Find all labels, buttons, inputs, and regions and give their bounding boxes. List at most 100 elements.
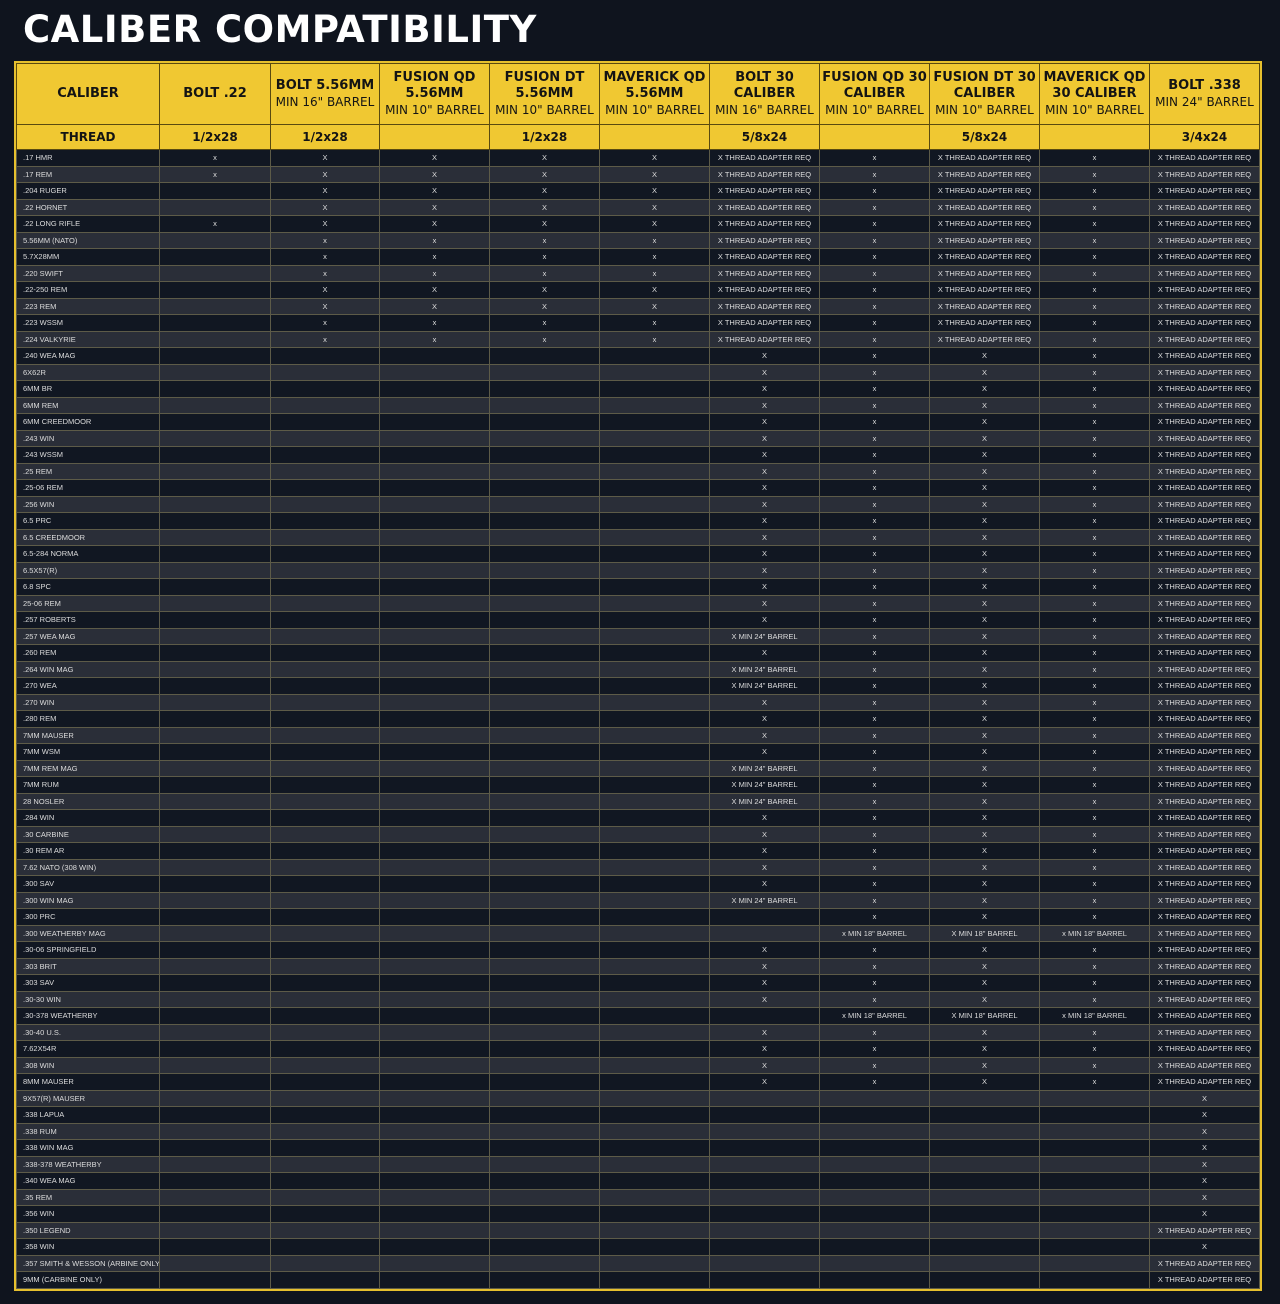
- column-header: FUSION DT 30 CALIBER MIN 10" BARREL: [929, 63, 1040, 125]
- compat-cell: x: [489, 248, 600, 266]
- compat-cell: X THREAD ADAPTER REQ: [709, 314, 820, 332]
- compat-cell: x: [379, 314, 490, 332]
- compat-cell: [599, 908, 710, 926]
- compat-cell: [599, 743, 710, 761]
- caliber-name: .22-250 REM: [16, 281, 160, 299]
- compat-cell: X THREAD ADAPTER REQ: [1149, 264, 1260, 282]
- compat-cell: X: [489, 297, 600, 315]
- compat-cell: [159, 924, 271, 942]
- compat-cell: [489, 1073, 600, 1091]
- compat-cell: [489, 924, 600, 942]
- caliber-name: .350 LEGEND: [16, 1221, 160, 1239]
- caliber-name: .30 REM AR: [16, 842, 160, 860]
- compat-cell: [159, 1122, 271, 1140]
- compat-cell: [379, 396, 490, 414]
- compat-cell: [489, 957, 600, 975]
- compat-cell: [379, 1238, 490, 1256]
- compat-cell: [929, 1172, 1040, 1190]
- compat-cell: [270, 891, 380, 909]
- compat-cell: x: [1039, 248, 1150, 266]
- compat-cell: X THREAD ADAPTER REQ: [1149, 396, 1260, 414]
- compat-cell: X: [599, 165, 710, 183]
- compat-cell: X THREAD ADAPTER REQ: [1149, 1007, 1260, 1025]
- compat-cell: X THREAD ADAPTER REQ: [709, 264, 820, 282]
- compat-cell: [599, 1122, 710, 1140]
- compat-cell: [1039, 1254, 1150, 1272]
- compat-cell: X THREAD ADAPTER REQ: [1149, 924, 1260, 942]
- compat-cell: X THREAD ADAPTER REQ: [1149, 974, 1260, 992]
- caliber-name: .300 PRC: [16, 908, 160, 926]
- compat-cell: X THREAD ADAPTER REQ: [1149, 413, 1260, 431]
- compat-cell: x: [819, 710, 930, 728]
- compat-cell: x: [270, 330, 380, 348]
- compat-cell: x: [1039, 198, 1150, 216]
- compat-cell: [270, 875, 380, 893]
- compat-cell: X: [929, 495, 1040, 513]
- compat-cell: [1039, 1089, 1150, 1107]
- compat-cell: x: [819, 512, 930, 530]
- column-header: FUSION QD 30 CALIBER MIN 10" BARREL: [819, 63, 930, 125]
- compat-cell: [599, 380, 710, 398]
- compat-cell: X: [929, 776, 1040, 794]
- compat-cell: X THREAD ADAPTER REQ: [1149, 198, 1260, 216]
- compat-cell: [159, 1106, 271, 1124]
- compat-cell: [159, 479, 271, 497]
- compat-cell: X MIN 24" BARREL: [709, 660, 820, 678]
- compat-cell: [270, 825, 380, 843]
- compat-cell: [379, 743, 490, 761]
- compat-cell: [159, 1089, 271, 1107]
- compat-cell: X THREAD ADAPTER REQ: [1149, 858, 1260, 876]
- compat-cell: [159, 825, 271, 843]
- compat-cell: x: [1039, 858, 1150, 876]
- compat-cell: x: [819, 198, 930, 216]
- compat-cell: [379, 644, 490, 662]
- compat-cell: [379, 908, 490, 926]
- compat-cell: [270, 957, 380, 975]
- compat-cell: [489, 446, 600, 464]
- compat-cell: x: [819, 149, 930, 167]
- compat-cell: x: [1039, 627, 1150, 645]
- caliber-name: .257 ROBERTS: [16, 611, 160, 629]
- compat-cell: X THREAD ADAPTER REQ: [1149, 545, 1260, 563]
- compat-cell: X: [709, 1040, 820, 1058]
- compat-cell: [159, 264, 271, 282]
- compat-cell: [709, 1271, 820, 1289]
- compat-cell: [159, 1254, 271, 1272]
- compat-cell: X: [709, 693, 820, 711]
- compat-cell: [599, 528, 710, 546]
- compat-cell: X: [1149, 1188, 1260, 1206]
- compat-cell: x: [379, 248, 490, 266]
- compat-cell: [819, 1122, 930, 1140]
- table-row: .204 RUGER X X X X X THREAD ADAPTER REQ x X THR…: [16, 182, 1260, 200]
- compat-cell: x: [1039, 149, 1150, 167]
- compat-cell: X: [929, 792, 1040, 810]
- compat-cell: X THREAD ADAPTER REQ: [1149, 891, 1260, 909]
- caliber-name: .223 WSSM: [16, 314, 160, 332]
- compat-cell: [159, 429, 271, 447]
- compat-cell: X THREAD ADAPTER REQ: [1149, 495, 1260, 513]
- compat-cell: x: [159, 165, 271, 183]
- compat-cell: x: [1039, 528, 1150, 546]
- compat-cell: [489, 1089, 600, 1107]
- compat-cell: [599, 1040, 710, 1058]
- compat-cell: [159, 380, 271, 398]
- column-header: BOLT 30 CALIBER MIN 16" BARREL: [709, 63, 820, 125]
- compat-cell: [379, 578, 490, 596]
- compat-cell: X: [709, 1056, 820, 1074]
- compat-cell: [270, 380, 380, 398]
- compat-cell: [159, 726, 271, 744]
- compat-cell: X: [709, 528, 820, 546]
- compat-cell: X: [270, 198, 380, 216]
- compat-cell: x: [599, 264, 710, 282]
- compat-cell: [270, 363, 380, 381]
- compat-cell: x: [379, 330, 490, 348]
- compat-cell: [270, 726, 380, 744]
- caliber-name: .284 WIN: [16, 809, 160, 827]
- compat-cell: [489, 1155, 600, 1173]
- compat-cell: [270, 479, 380, 497]
- compat-cell: X: [929, 429, 1040, 447]
